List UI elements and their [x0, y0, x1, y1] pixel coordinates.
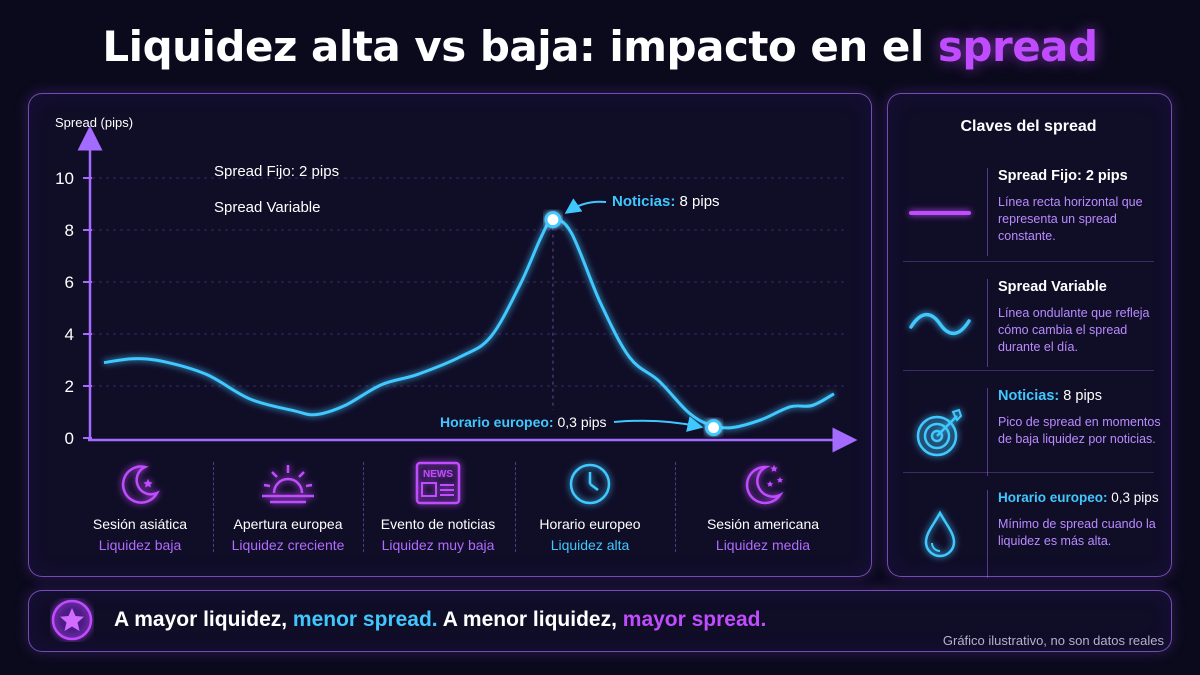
star-icon — [50, 598, 94, 642]
sidebar-item-fixed: Spread Fijo: 2 pips Línea recta horizont… — [887, 168, 1170, 268]
footnote: Gráfico ilustrativo, no son datos reales — [942, 633, 1164, 648]
sidebar-separator — [903, 261, 1154, 262]
session-liquidity: Liquidez alta — [550, 537, 630, 553]
session-european-open: Apertura europea Liquidez creciente — [213, 458, 363, 553]
title-text: Liquidez alta vs baja: impacto en el — [102, 22, 938, 71]
session-label: Horario europeo — [539, 516, 641, 532]
session-divider — [213, 462, 214, 552]
session-liquidity: Liquidez media — [715, 537, 811, 553]
sidebar-separator — [903, 472, 1154, 473]
clock-icon — [515, 458, 665, 510]
session-label: Evento de noticias — [380, 516, 496, 532]
sidebar-item-variable: Spread Variable Línea ondulante que refl… — [887, 279, 1170, 379]
sidebar-item-desc: Mínimo de spread cuando la liquidez es m… — [998, 517, 1156, 548]
flat-line-icon — [907, 168, 973, 258]
svg-text:NEWS: NEWS — [423, 469, 453, 480]
session-liquidity: Liquidez baja — [98, 537, 182, 553]
target-icon — [907, 388, 973, 478]
session-divider — [515, 462, 516, 552]
conclusion-panel — [28, 590, 1172, 652]
session-asian: Sesión asiática Liquidez baja — [65, 458, 215, 553]
session-liquidity: Liquidez muy baja — [381, 537, 495, 553]
sidebar-title: Claves del spread — [960, 118, 1097, 135]
drop-icon — [907, 490, 973, 580]
sidebar-separator — [903, 370, 1154, 371]
session-european-hours: Horario europeo Liquidez alta — [515, 458, 665, 553]
session-american: Sesión americana Liquidez media — [688, 458, 838, 553]
moon-star-icon — [65, 458, 215, 510]
session-label: Sesión americana — [706, 516, 820, 532]
side-panel — [887, 93, 1172, 577]
title-highlight: spread — [937, 22, 1098, 71]
session-news-event: NEWS Evento de noticias Liquidez muy baj… — [363, 458, 513, 553]
conclusion-text: A mayor liquidez, menor spread. A menor … — [114, 608, 767, 631]
sidebar-item-title: Horario europeo: 0,3 pips — [998, 490, 1159, 505]
sidebar-item-european: Horario europeo: 0,3 pips Mínimo de spre… — [887, 490, 1170, 590]
session-divider — [675, 462, 676, 552]
moon-stars-icon — [688, 458, 838, 510]
wave-icon — [907, 279, 973, 369]
sunrise-icon — [213, 458, 363, 510]
session-label: Sesión asiática — [92, 516, 188, 532]
session-label: Apertura europea — [233, 516, 343, 532]
sidebar-item-desc: Pico de spread en momentos de baja liqui… — [998, 415, 1161, 446]
sidebar-item-title: Noticias: 8 pips — [998, 388, 1102, 404]
sidebar-item-desc: Línea ondulante que refleja cómo cambia … — [998, 306, 1150, 354]
sidebar-item-news: Noticias: 8 pips Pico de spread en momen… — [887, 388, 1170, 488]
sidebar-item-title: Spread Variable — [998, 279, 1107, 295]
sidebar-item-desc: Línea recta horizontal que representa un… — [998, 195, 1143, 243]
session-liquidity: Liquidez creciente — [231, 537, 345, 553]
sidebar-item-title: Spread Fijo: 2 pips — [998, 168, 1128, 184]
session-divider — [363, 462, 364, 552]
page-title: Liquidez alta vs baja: impacto en el spr… — [0, 22, 1200, 71]
newspaper-icon: NEWS — [363, 458, 513, 510]
